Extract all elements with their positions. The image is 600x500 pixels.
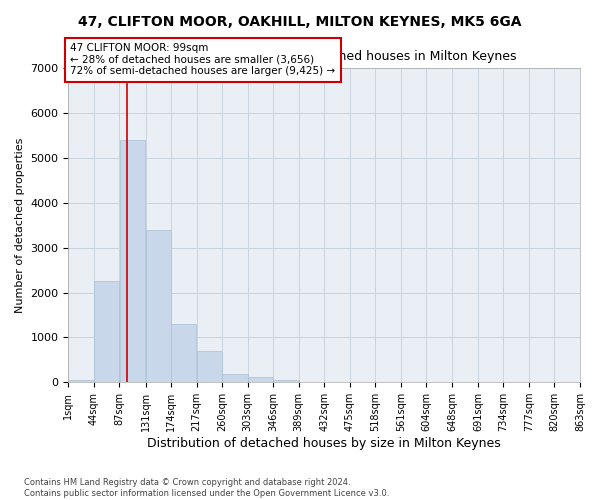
Bar xyxy=(273,380,299,382)
Bar xyxy=(197,351,222,382)
Bar xyxy=(94,282,119,382)
Bar xyxy=(248,378,273,382)
X-axis label: Distribution of detached houses by size in Milton Keynes: Distribution of detached houses by size … xyxy=(148,437,501,450)
Text: 47 CLIFTON MOOR: 99sqm
← 28% of detached houses are smaller (3,656)
72% of semi-: 47 CLIFTON MOOR: 99sqm ← 28% of detached… xyxy=(70,43,335,76)
Text: Contains HM Land Registry data © Crown copyright and database right 2024.
Contai: Contains HM Land Registry data © Crown c… xyxy=(24,478,389,498)
Bar xyxy=(119,140,145,382)
Bar xyxy=(222,374,248,382)
Bar xyxy=(68,380,94,382)
Title: Size of property relative to detached houses in Milton Keynes: Size of property relative to detached ho… xyxy=(132,50,517,63)
Y-axis label: Number of detached properties: Number of detached properties xyxy=(15,138,25,313)
Bar xyxy=(146,230,171,382)
Bar xyxy=(171,324,196,382)
Text: 47, CLIFTON MOOR, OAKHILL, MILTON KEYNES, MK5 6GA: 47, CLIFTON MOOR, OAKHILL, MILTON KEYNES… xyxy=(78,15,522,29)
